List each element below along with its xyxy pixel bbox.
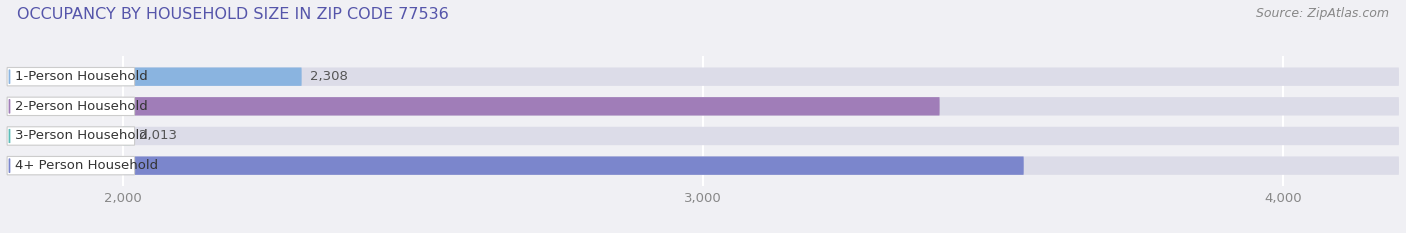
FancyBboxPatch shape bbox=[7, 68, 135, 86]
FancyBboxPatch shape bbox=[7, 156, 1399, 175]
FancyBboxPatch shape bbox=[124, 68, 302, 86]
FancyBboxPatch shape bbox=[7, 156, 135, 175]
FancyBboxPatch shape bbox=[7, 127, 1399, 145]
FancyBboxPatch shape bbox=[124, 156, 1024, 175]
FancyBboxPatch shape bbox=[124, 127, 131, 145]
FancyBboxPatch shape bbox=[7, 97, 135, 116]
Text: 2,308: 2,308 bbox=[311, 70, 349, 83]
Text: Source: ZipAtlas.com: Source: ZipAtlas.com bbox=[1256, 7, 1389, 20]
Text: 3-Person Household: 3-Person Household bbox=[15, 130, 148, 143]
Text: 2,013: 2,013 bbox=[139, 130, 177, 143]
FancyBboxPatch shape bbox=[7, 68, 1399, 86]
Text: 1-Person Household: 1-Person Household bbox=[15, 70, 148, 83]
Text: OCCUPANCY BY HOUSEHOLD SIZE IN ZIP CODE 77536: OCCUPANCY BY HOUSEHOLD SIZE IN ZIP CODE … bbox=[17, 7, 449, 22]
Text: 2-Person Household: 2-Person Household bbox=[15, 100, 148, 113]
FancyBboxPatch shape bbox=[7, 127, 135, 145]
FancyBboxPatch shape bbox=[124, 97, 939, 116]
Text: 4+ Person Household: 4+ Person Household bbox=[15, 159, 159, 172]
FancyBboxPatch shape bbox=[7, 97, 1399, 116]
